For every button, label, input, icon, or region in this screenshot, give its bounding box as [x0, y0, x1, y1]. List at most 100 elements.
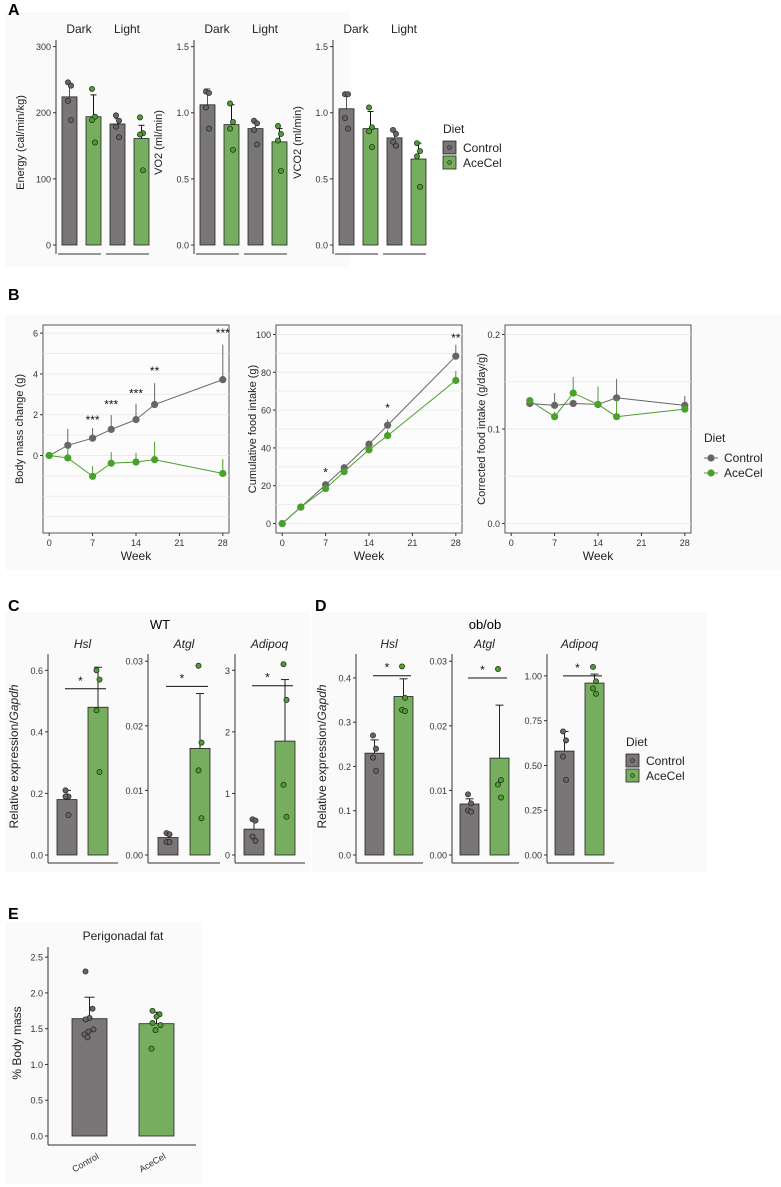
legend-a-title: Diet [443, 122, 465, 136]
data-point [206, 89, 212, 96]
panel-letter-c: C [8, 598, 20, 615]
y-tick-label: 0 [225, 851, 230, 861]
bar-acecel [133, 138, 150, 246]
y-tick-label: 0.0 [315, 241, 328, 251]
data-point [137, 114, 143, 121]
data-point [280, 661, 287, 668]
y-tick-label: 0.03 [125, 657, 143, 667]
y-tick-label: 0.1 [338, 806, 351, 816]
significance-marker: *** [104, 398, 118, 412]
data-point [148, 1045, 155, 1052]
data-point-acecel [297, 503, 305, 511]
y-axis-label: % Body mass [10, 1006, 24, 1079]
bar-control [157, 837, 179, 856]
y-axis-label: Relative expression/Gapdh [315, 684, 329, 828]
y-tick-label: 0.50 [524, 761, 542, 771]
data-point-control [64, 441, 72, 449]
data-point [116, 134, 122, 141]
y-tick-label: 0.2 [30, 789, 43, 799]
data-point [254, 141, 260, 148]
x-axis-label: Week [583, 549, 614, 563]
data-point [390, 138, 396, 145]
y-tick-label: 2 [225, 727, 230, 737]
data-point [560, 728, 566, 735]
y-tick-label: 0.01 [429, 786, 447, 796]
data-point [275, 123, 281, 129]
y-tick-label: 0.00 [429, 851, 447, 861]
data-point-control [569, 399, 577, 408]
data-point-acecel [613, 413, 621, 421]
y-tick-label: 0.4 [338, 673, 351, 683]
data-point [366, 128, 372, 135]
data-point [495, 666, 501, 672]
x-tick-label: 21 [407, 538, 417, 548]
y-axis-label: Corrected food intake (g/day/g) [476, 353, 488, 505]
y-tick-label: 0.00 [125, 851, 143, 861]
legend-b-label: Control [724, 451, 763, 465]
data-point [345, 125, 351, 132]
data-point [402, 694, 408, 701]
data-point [96, 676, 103, 683]
data-point [342, 115, 348, 121]
legend-b-key-control [707, 454, 715, 462]
data-point [157, 1022, 164, 1029]
significance-marker: *** [129, 386, 143, 400]
data-point [414, 140, 420, 147]
data-point [195, 767, 202, 774]
y-tick-label: 1.0 [176, 108, 189, 118]
y-tick-label: 1 [225, 789, 230, 799]
bar-control [338, 108, 355, 246]
y-tick-label: 0.6 [30, 666, 43, 676]
data-point-acecel [681, 405, 689, 413]
x-tick-label: 7 [323, 538, 328, 548]
data-point [203, 104, 209, 111]
series-line-control [529, 397, 685, 406]
bar-acecel [223, 124, 240, 246]
y-tick-label: 40 [261, 443, 271, 453]
x-tick-label: 21 [636, 538, 646, 548]
y-tick-label: 0.1 [487, 425, 500, 435]
data-point [89, 85, 95, 92]
x-axis-label: Week [121, 549, 152, 563]
bar-acecel [410, 158, 427, 246]
data-point-control [89, 434, 97, 442]
y-tick-label: 0.75 [524, 716, 542, 726]
data-point-control [452, 352, 460, 360]
y-tick-label: 100 [256, 330, 271, 340]
bar-control [554, 750, 575, 856]
y-tick-label: 0.0 [30, 1132, 43, 1142]
y-tick-label: 0.01 [125, 786, 143, 796]
data-point [278, 167, 284, 174]
data-point [116, 117, 122, 124]
y-tick-label: 0.02 [429, 721, 447, 731]
data-point [82, 968, 89, 975]
data-point [140, 167, 146, 174]
y-axis-label: VO2 (ml/min) [153, 110, 165, 175]
legend-d-label: Control [646, 754, 685, 768]
legend-a-key-point [447, 160, 452, 165]
data-point [370, 754, 376, 761]
y-axis-label-italic: Gapdh [315, 684, 329, 720]
x-tick-label: 14 [593, 538, 603, 548]
x-tick-label: 0 [280, 538, 285, 548]
y-tick-label: 0.0 [487, 519, 500, 529]
facet-label: Dark [204, 22, 230, 36]
bar-control [61, 96, 78, 246]
data-point-acecel [322, 484, 330, 493]
data-point [468, 808, 474, 815]
y-tick-label: 2 [33, 410, 38, 420]
bar-acecel [85, 116, 102, 246]
significance-marker: ** [451, 331, 461, 345]
y-tick-label: 0 [33, 451, 38, 461]
data-point [166, 839, 173, 846]
data-point [366, 104, 372, 111]
chart-title: Perigonadal fat [83, 929, 164, 943]
y-tick-label: 0.03 [429, 657, 447, 667]
data-point [252, 817, 259, 824]
y-tick-label: 100 [36, 174, 51, 184]
data-point [198, 815, 205, 822]
data-point [230, 119, 236, 125]
bar-control [199, 104, 216, 246]
data-point [62, 793, 69, 800]
data-point [68, 117, 74, 123]
